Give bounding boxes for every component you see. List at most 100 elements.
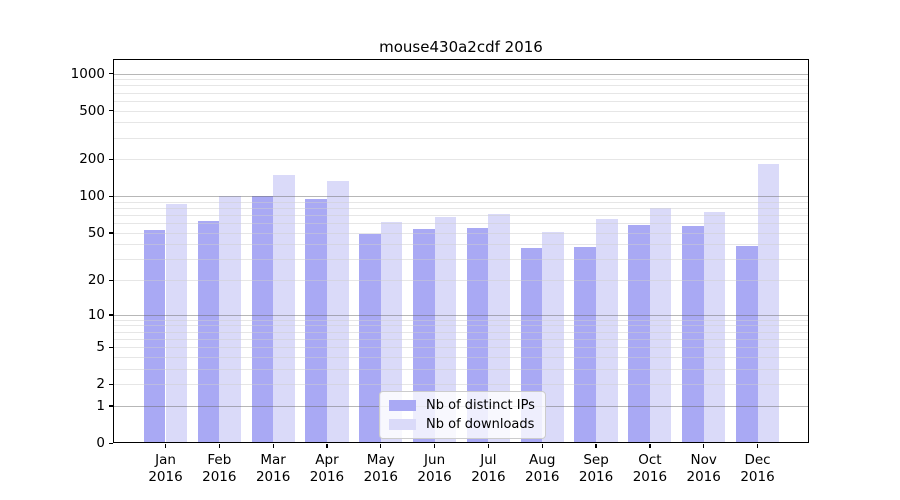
gridline-minor: [113, 384, 809, 386]
gridline-minor: [113, 331, 809, 333]
bar-distinct-ips: [251, 195, 274, 443]
bar-distinct-ips: [197, 220, 220, 443]
bar-downloads: [434, 217, 457, 443]
gridline-minor: [113, 223, 809, 225]
x-tick-mark: [595, 444, 597, 448]
x-tick-mark: [756, 444, 759, 448]
gridline-major: [113, 73, 809, 75]
legend-label-distinct-ips: Nb of distinct IPs: [426, 398, 535, 413]
x-tick-label: Oct 2016: [632, 452, 668, 485]
bar-downloads: [703, 212, 726, 443]
legend-swatch-downloads: [389, 419, 416, 430]
x-tick-mark: [703, 444, 705, 448]
x-tick-label: Sep 2016: [578, 452, 614, 485]
y-tick-label: 2: [96, 376, 105, 393]
y-tick-label: 5: [96, 339, 105, 356]
bar-downloads: [219, 195, 241, 443]
y-tick-label: 100: [79, 188, 105, 205]
bar-distinct-ips: [628, 224, 650, 443]
bar-distinct-ips: [466, 227, 489, 443]
y-tick-mark: [108, 442, 113, 444]
bar-downloads: [488, 213, 510, 443]
gridline-minor: [113, 259, 809, 261]
legend-swatch-distinct-ips: [389, 400, 416, 411]
bar-downloads: [649, 207, 672, 443]
gridline-minor: [113, 159, 809, 161]
bar-downloads: [326, 181, 349, 443]
x-tick-label: Dec 2016: [740, 452, 775, 485]
gridline-minor: [113, 85, 809, 87]
gridline-minor: [113, 319, 809, 321]
x-tick-label: May 2016: [363, 452, 398, 485]
bar-downloads: [542, 231, 564, 443]
bar-downloads: [273, 175, 295, 443]
gridline-minor: [113, 356, 809, 358]
x-tick-label: Jun 2016: [417, 452, 452, 485]
bar-distinct-ips: [359, 233, 381, 443]
y-tick-label: 0: [96, 435, 105, 451]
gridline-minor: [113, 137, 809, 139]
gridline-minor: [113, 347, 809, 349]
y-tick-mark: [108, 279, 113, 281]
y-tick-mark: [108, 232, 113, 234]
gridline-minor: [113, 110, 809, 112]
x-tick-mark: [326, 444, 328, 448]
x-tick-label: Feb 2016: [202, 452, 237, 485]
x-tick-mark: [380, 444, 382, 448]
y-tick-label: 50: [87, 224, 105, 241]
x-tick-label: Aug 2016: [525, 452, 560, 485]
y-tick-mark: [108, 158, 113, 161]
y-tick-label: 200: [79, 151, 105, 168]
x-tick-mark: [218, 444, 221, 448]
gridline-minor: [113, 325, 809, 327]
y-tick-mark: [108, 405, 113, 407]
gridline-minor: [113, 207, 809, 209]
y-tick-mark: [108, 383, 113, 386]
y-tick-label: 10: [87, 306, 105, 323]
legend: Nb of distinct IPs Nb of downloads: [379, 391, 546, 439]
gridline-minor: [113, 244, 809, 246]
x-tick-label: Mar 2016: [255, 452, 291, 485]
x-tick-label: Jan 2016: [148, 452, 183, 485]
x-tick-mark: [434, 444, 436, 448]
x-tick-mark: [541, 444, 543, 448]
gridline-minor: [113, 338, 809, 340]
x-tick-mark: [272, 444, 274, 448]
chart-title: mouse430a2cdf 2016: [379, 38, 543, 56]
gridline-major: [113, 196, 809, 198]
bar-distinct-ips: [413, 228, 435, 443]
y-tick-label: 20: [87, 272, 105, 289]
gridline-minor: [113, 79, 809, 81]
legend-item-downloads: Nb of downloads: [389, 417, 535, 432]
bar-distinct-ips: [682, 225, 704, 443]
legend-item-distinct-ips: Nb of distinct IPs: [389, 398, 535, 413]
bar-downloads: [757, 164, 780, 443]
bar-distinct-ips: [574, 247, 597, 443]
gridline-minor: [113, 232, 809, 234]
gridline-minor: [113, 368, 809, 370]
gridline-major: [113, 314, 809, 316]
gridline-minor: [113, 215, 809, 217]
bar-downloads: [165, 203, 188, 443]
plot-area: Nb of distinct IPs Nb of downloads: [113, 59, 809, 443]
x-tick-label: Apr 2016: [309, 452, 345, 485]
y-tick-mark: [108, 314, 113, 316]
x-tick-mark: [649, 444, 651, 448]
y-tick-mark: [108, 195, 113, 197]
y-tick-mark: [108, 110, 113, 112]
y-tick-label: 1000: [70, 65, 105, 82]
x-tick-label: Nov 2016: [686, 452, 721, 485]
bar-downloads: [596, 218, 618, 443]
y-tick-mark: [108, 73, 113, 75]
x-tick-label: Jul 2016: [471, 452, 506, 485]
y-tick-label: 1: [96, 397, 105, 414]
bar-distinct-ips: [143, 229, 166, 443]
legend-label-downloads: Nb of downloads: [426, 417, 535, 432]
gridline-minor: [113, 92, 809, 94]
bar-distinct-ips: [735, 245, 758, 443]
x-tick-mark: [164, 444, 167, 448]
gridline-minor: [113, 201, 809, 203]
gridline-minor: [113, 280, 809, 282]
x-tick-mark: [487, 444, 490, 448]
